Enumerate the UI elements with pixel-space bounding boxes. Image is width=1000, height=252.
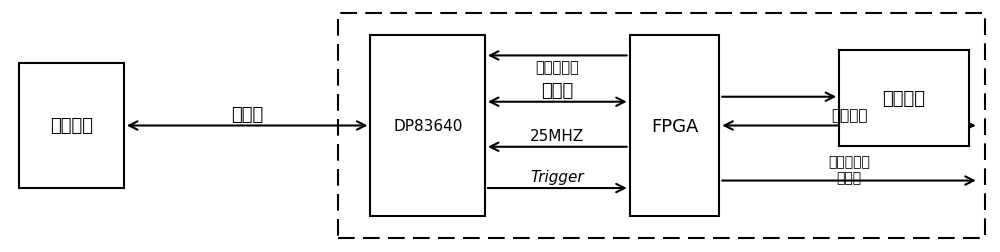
Text: 数据流: 数据流: [231, 106, 263, 124]
Bar: [370, 36, 485, 216]
Bar: [839, 51, 969, 146]
Bar: [338, 14, 985, 238]
Text: 秒脉冲或分
频输出: 秒脉冲或分 频输出: [828, 154, 870, 185]
Text: 无线网桥: 无线网桥: [50, 117, 93, 135]
Bar: [19, 64, 124, 188]
Text: 数据流: 数据流: [541, 82, 573, 100]
Text: 绝对时间: 绝对时间: [831, 107, 867, 122]
Text: 恒温晶振: 恒温晶振: [882, 90, 925, 108]
Text: DP83640: DP83640: [393, 118, 462, 134]
Text: FPGA: FPGA: [651, 117, 698, 135]
Text: Trigger: Trigger: [531, 170, 584, 184]
Bar: [630, 36, 719, 216]
Text: 读写寄存器: 读写寄存器: [535, 60, 579, 75]
Text: 25MHZ: 25MHZ: [530, 129, 584, 143]
